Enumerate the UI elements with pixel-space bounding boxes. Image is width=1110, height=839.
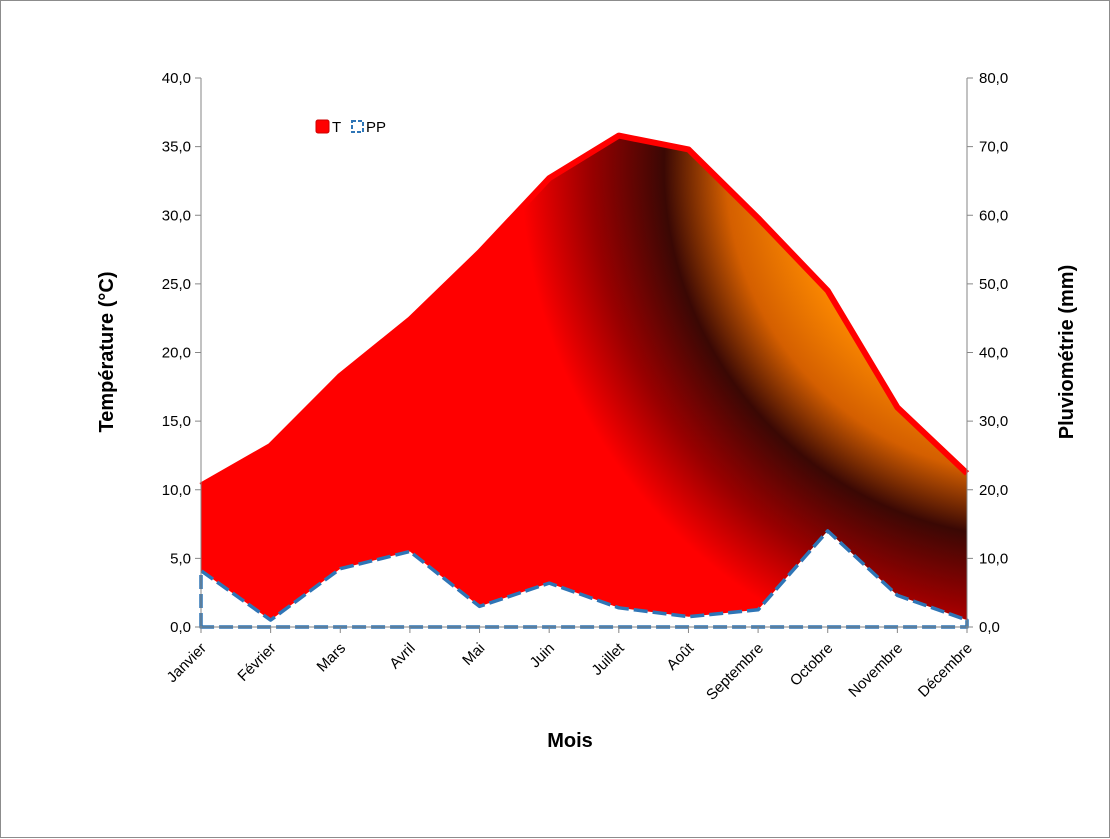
- y-tick-label: 0,0: [170, 619, 191, 636]
- x-tick-label: Juillet: [588, 639, 628, 679]
- x-tick-label: Avril: [386, 640, 418, 672]
- y-tick-label: 15,0: [162, 413, 191, 430]
- y2-tick-label: 30,0: [979, 413, 1008, 430]
- y-axis-title: Température (°C): [96, 272, 118, 433]
- precipitation-line: [199, 529, 969, 629]
- temperature-area: [201, 135, 967, 627]
- y2-tick-label: 60,0: [979, 207, 1008, 224]
- y2-tick-label: 70,0: [979, 139, 1008, 156]
- legend-swatch-t: [315, 119, 330, 134]
- x-tick-label: Janvier: [164, 640, 210, 686]
- x-tick-label: Février: [234, 640, 279, 685]
- y2-tick-label: 40,0: [979, 345, 1008, 362]
- legend-swatch-pp: [351, 120, 364, 133]
- x-tick-label: Décembre: [915, 640, 976, 701]
- y-tick-label: 20,0: [162, 345, 191, 362]
- legend-label-pp: PP: [366, 119, 386, 136]
- y-tick-label: 35,0: [162, 139, 191, 156]
- y-tick-label: 5,0: [170, 550, 191, 567]
- x-tick-label: Novembre: [845, 640, 906, 701]
- y2-tick-label: 50,0: [979, 276, 1008, 293]
- x-axis-title: Mois: [547, 730, 593, 752]
- x-tick-label: Août: [663, 639, 697, 673]
- y2-tick-label: 20,0: [979, 482, 1008, 499]
- y2-tick-label: 10,0: [979, 550, 1008, 567]
- x-tick-label: Septembre: [703, 640, 767, 704]
- legend-label-t: T: [332, 119, 341, 136]
- x-tick-label: Mars: [314, 640, 350, 676]
- y-tick-label: 30,0: [162, 207, 191, 224]
- y-tick-label: 25,0: [162, 276, 191, 293]
- y2-tick-label: 80,0: [979, 70, 1008, 87]
- x-tick-label: Juin: [527, 640, 558, 671]
- x-tick-label: Mai: [459, 640, 488, 669]
- x-tick-label: Octobre: [787, 640, 837, 690]
- y2-tick-label: 0,0: [979, 619, 1000, 636]
- temperature-line: [199, 132, 970, 489]
- legend: T PP: [315, 119, 386, 136]
- y2-axis-title: Pluviométrie (mm): [1056, 265, 1078, 439]
- y-tick-label: 10,0: [162, 482, 191, 499]
- precipitation-area: [201, 530, 967, 627]
- y-tick-label: 40,0: [162, 70, 191, 87]
